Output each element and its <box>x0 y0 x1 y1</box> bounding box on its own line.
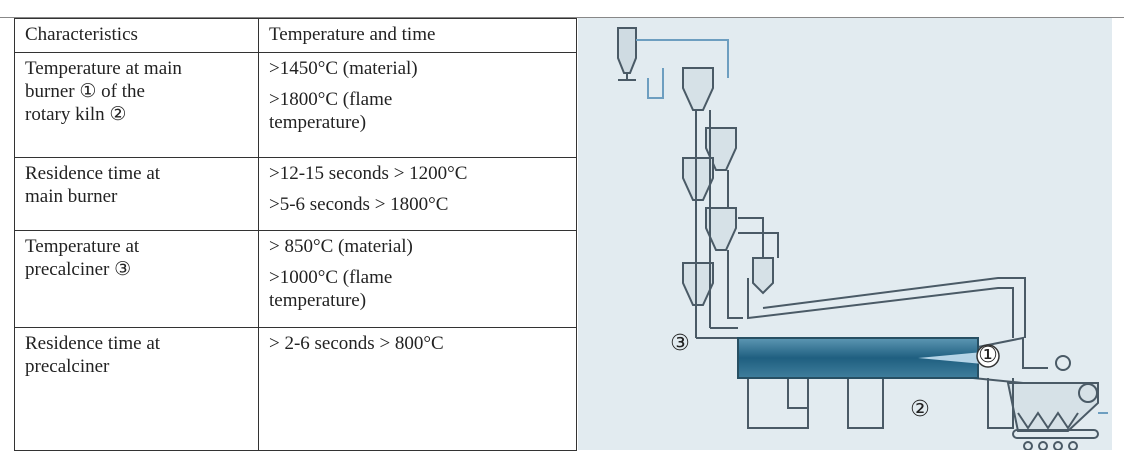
paragraph: >1450°C (material) <box>269 57 568 80</box>
text-line: main burner <box>25 185 250 208</box>
page: Characteristics Temperature and time Tem… <box>0 0 1124 450</box>
text-line: Residence time at <box>25 332 250 355</box>
table: Characteristics Temperature and time Tem… <box>14 18 577 451</box>
table-cell: >12-15 seconds > 1200°C >5-6 seconds > 18… <box>259 158 577 231</box>
text-line: >1000°C (flame <box>269 266 568 289</box>
text-line: burner ① of the <box>25 80 250 103</box>
label: ③ <box>670 331 690 356</box>
kiln-diagram: ① ② ③ <box>578 18 1112 450</box>
text-line: Residence time at <box>25 162 250 185</box>
text-line: >12-15 seconds > 1200°C <box>269 162 568 185</box>
paragraph: >5-6 seconds > 1800°C <box>269 193 568 216</box>
table-cell: > 2-6 seconds > 800°C <box>259 328 577 451</box>
text-line: >1800°C (flame <box>269 88 568 111</box>
text-line: > 2-6 seconds > 800°C <box>269 332 568 355</box>
paragraph: > 850°C (material) <box>269 235 568 258</box>
text-line: Temperature at <box>25 235 250 258</box>
header-row: Characteristics Temperature and time <box>15 19 577 53</box>
text-line: temperature) <box>269 111 568 134</box>
text-line: > 850°C (material) <box>269 235 568 258</box>
text-line: precalciner ③ <box>25 258 250 281</box>
paragraph: > 2-6 seconds > 800°C <box>269 332 568 355</box>
label: ② <box>910 397 930 422</box>
text-line: Temperature at main <box>25 57 250 80</box>
text-line: >5-6 seconds > 1800°C <box>269 193 568 216</box>
label: ① <box>978 343 998 368</box>
text-line: precalciner <box>25 355 250 378</box>
header-cell: Temperature and time <box>259 19 577 53</box>
text-line: >1450°C (material) <box>269 57 568 80</box>
text-line: temperature) <box>269 289 568 312</box>
text-line: rotary kiln ② <box>25 103 250 126</box>
header-cell: Characteristics <box>15 19 259 53</box>
paragraph: >12-15 seconds > 1200°C <box>269 162 568 185</box>
